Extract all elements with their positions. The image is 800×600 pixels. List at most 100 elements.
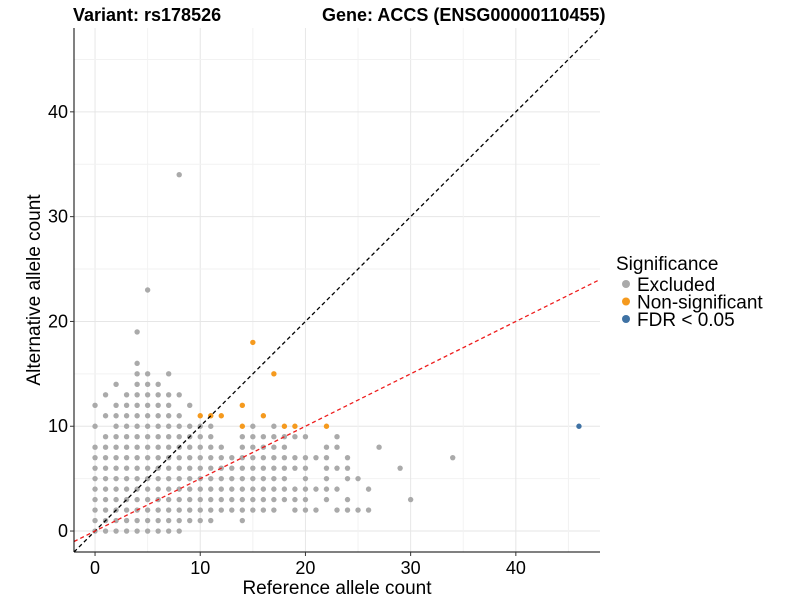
point-excluded xyxy=(92,486,98,492)
point-excluded xyxy=(123,444,130,450)
point-excluded xyxy=(250,465,256,471)
point-excluded xyxy=(407,496,414,503)
point-excluded xyxy=(197,434,203,440)
point-excluded xyxy=(208,486,214,492)
point-excluded xyxy=(102,444,109,450)
point-excluded xyxy=(144,423,151,429)
point-excluded xyxy=(239,475,246,482)
point-non-significant xyxy=(323,423,330,429)
point-excluded xyxy=(144,454,151,461)
point-excluded xyxy=(123,413,130,419)
point-excluded xyxy=(239,517,246,524)
point-non-significant xyxy=(271,371,277,377)
point-excluded xyxy=(165,475,172,482)
point-excluded xyxy=(123,465,130,471)
point-excluded xyxy=(113,486,119,492)
point-excluded xyxy=(123,402,130,408)
point-excluded xyxy=(92,465,98,471)
point-excluded xyxy=(165,413,172,419)
point-excluded xyxy=(165,434,172,440)
point-excluded xyxy=(144,413,151,419)
point-excluded xyxy=(144,381,151,388)
point-excluded xyxy=(250,486,256,492)
point-excluded xyxy=(165,423,172,429)
point-excluded xyxy=(113,402,119,408)
point-excluded xyxy=(123,475,130,482)
point-excluded xyxy=(134,434,140,440)
point-excluded xyxy=(113,444,119,450)
point-excluded xyxy=(123,454,130,461)
legend-label: Non-significant xyxy=(637,293,763,314)
point-excluded xyxy=(123,423,130,429)
data-points xyxy=(92,172,582,534)
point-excluded xyxy=(271,486,277,492)
point-excluded xyxy=(155,475,161,482)
point-excluded xyxy=(260,507,267,513)
point-excluded xyxy=(134,444,140,450)
point-excluded xyxy=(229,454,235,461)
point-excluded xyxy=(176,454,182,461)
point-excluded xyxy=(102,486,109,492)
point-excluded xyxy=(260,496,267,503)
point-excluded xyxy=(113,475,119,482)
point-excluded xyxy=(144,287,151,293)
point-excluded xyxy=(134,465,140,471)
point-excluded xyxy=(260,434,267,440)
point-excluded xyxy=(134,423,140,429)
point-excluded xyxy=(208,423,214,429)
point-excluded xyxy=(92,517,98,524)
point-excluded xyxy=(113,423,119,429)
y-tick-label: 10 xyxy=(48,416,68,436)
point-excluded xyxy=(123,517,130,524)
point-excluded xyxy=(155,434,161,440)
point-excluded xyxy=(323,475,330,482)
legend: Significance ExcludedNon-significantFDR … xyxy=(616,254,763,331)
point-excluded xyxy=(334,486,340,492)
point-excluded xyxy=(134,517,140,524)
point-excluded xyxy=(334,507,340,513)
x-tick-label: 40 xyxy=(506,558,526,578)
point-non-significant xyxy=(218,413,224,419)
point-excluded xyxy=(292,434,298,440)
point-excluded xyxy=(344,465,351,471)
y-tick-label: 30 xyxy=(48,207,68,227)
point-excluded xyxy=(176,392,182,398)
point-excluded xyxy=(92,402,98,408)
point-excluded xyxy=(113,454,119,461)
point-excluded xyxy=(165,517,172,524)
point-excluded xyxy=(144,465,151,471)
point-excluded xyxy=(134,454,140,461)
point-excluded xyxy=(155,381,161,388)
point-excluded xyxy=(134,413,140,419)
point-excluded xyxy=(302,434,309,440)
grid-lines xyxy=(74,28,600,552)
point-excluded xyxy=(281,475,288,482)
point-excluded xyxy=(281,496,288,503)
point-excluded xyxy=(239,434,246,440)
point-excluded xyxy=(450,454,456,461)
point-excluded xyxy=(229,507,235,513)
point-excluded xyxy=(239,496,246,503)
point-excluded xyxy=(292,486,298,492)
point-excluded xyxy=(355,507,361,513)
point-excluded xyxy=(144,444,151,450)
point-excluded xyxy=(176,486,182,492)
point-excluded xyxy=(323,496,330,503)
x-tick-label: 0 xyxy=(90,558,100,578)
legend-key xyxy=(622,280,630,288)
point-excluded xyxy=(292,454,298,461)
title-variant: Variant: rs178526 xyxy=(73,5,221,25)
point-excluded xyxy=(165,507,172,513)
point-excluded xyxy=(239,486,246,492)
y-tick-label: 0 xyxy=(58,521,68,541)
point-excluded xyxy=(302,454,309,461)
point-non-significant xyxy=(239,402,246,408)
x-tick-label: 30 xyxy=(401,558,421,578)
point-excluded xyxy=(144,434,151,440)
half-ratio-line xyxy=(74,278,600,543)
point-excluded xyxy=(176,528,182,534)
point-excluded xyxy=(144,517,151,524)
point-excluded xyxy=(134,392,140,398)
point-excluded xyxy=(344,496,351,503)
point-excluded xyxy=(92,496,98,503)
